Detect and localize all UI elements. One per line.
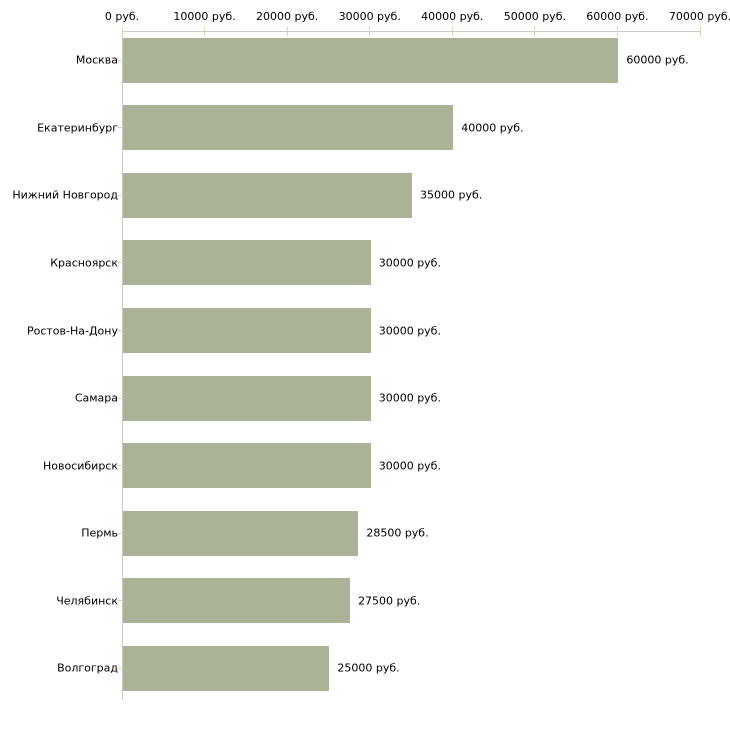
x-tick-mark bbox=[121, 27, 123, 36]
value-label: 27500 руб. bbox=[358, 594, 421, 608]
value-label: 30000 руб. bbox=[378, 391, 441, 405]
category-label: Челябинск bbox=[56, 594, 118, 608]
x-tick-label: 40000 руб. bbox=[421, 10, 484, 23]
value-label: 40000 руб. bbox=[461, 121, 524, 135]
x-tick-mark bbox=[286, 27, 288, 36]
category-label: Нижний Новгород bbox=[12, 188, 118, 202]
x-tick-label: 30000 руб. bbox=[338, 10, 401, 23]
bar-Челябинск bbox=[123, 578, 351, 624]
y-tick-mark bbox=[118, 59, 123, 61]
y-tick-mark bbox=[118, 465, 123, 467]
bar-Новосибирск bbox=[123, 443, 371, 489]
bar-Самара bbox=[123, 375, 371, 421]
x-tick-label: 70000 руб. bbox=[668, 10, 730, 23]
x-tick-mark bbox=[369, 27, 371, 36]
category-label: Самара bbox=[74, 391, 118, 405]
value-label: 30000 руб. bbox=[378, 459, 441, 473]
value-label: 30000 руб. bbox=[378, 324, 441, 337]
x-tick-label: 20000 руб. bbox=[256, 10, 319, 23]
category-label: Новосибирск bbox=[42, 459, 118, 473]
bar-Ростов-На-Дону bbox=[123, 308, 371, 353]
value-label: 35000 руб. bbox=[420, 188, 483, 202]
value-label: 25000 руб. bbox=[337, 661, 400, 675]
category-label: Пермь bbox=[81, 526, 118, 540]
bar-Красноярск bbox=[123, 240, 371, 286]
x-tick-label: 10000 руб. bbox=[173, 10, 236, 23]
x-tick-label: 50000 руб. bbox=[503, 10, 566, 23]
category-label: Ростов-На-Дону bbox=[26, 324, 118, 337]
bar-Нижний Новгород bbox=[123, 172, 412, 218]
bar-Екатеринбург bbox=[123, 105, 454, 151]
x-tick-label: 60000 руб. bbox=[586, 10, 649, 23]
x-axis-line bbox=[122, 31, 700, 32]
y-tick-mark bbox=[118, 262, 123, 264]
x-tick-label: 0 руб. bbox=[104, 10, 140, 23]
value-label: 30000 руб. bbox=[378, 256, 441, 270]
bar-Пермь bbox=[123, 510, 359, 556]
y-tick-mark bbox=[118, 600, 123, 602]
y-tick-mark bbox=[118, 667, 123, 669]
x-tick-mark bbox=[204, 27, 206, 36]
y-tick-mark bbox=[118, 397, 123, 399]
category-label: Екатеринбург bbox=[37, 121, 118, 135]
x-tick-mark bbox=[616, 27, 618, 36]
category-label: Москва bbox=[75, 53, 118, 67]
x-tick-mark bbox=[534, 27, 536, 36]
value-label: 60000 руб. bbox=[626, 53, 689, 67]
bar-Волгоград bbox=[123, 645, 330, 691]
y-tick-mark bbox=[118, 532, 123, 534]
x-tick-mark bbox=[699, 27, 701, 36]
y-axis-line bbox=[122, 31, 123, 700]
y-tick-mark bbox=[118, 330, 123, 331]
x-tick-mark bbox=[451, 27, 453, 36]
category-label: Красноярск bbox=[50, 256, 118, 270]
category-label: Волгоград bbox=[57, 661, 118, 675]
bar-Москва bbox=[123, 37, 619, 83]
value-label: 28500 руб. bbox=[366, 526, 429, 540]
y-tick-mark bbox=[118, 127, 123, 129]
y-tick-mark bbox=[118, 194, 123, 196]
